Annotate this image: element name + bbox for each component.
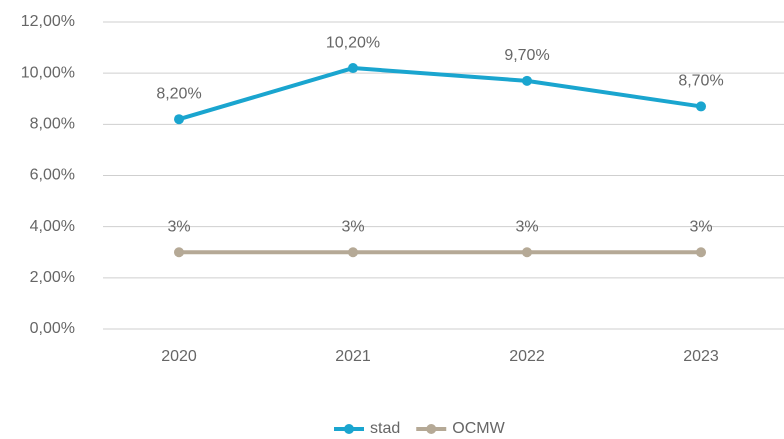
x-tick-label: 2021	[335, 348, 371, 365]
data-point	[174, 247, 184, 258]
y-tick-label: 2,00%	[30, 269, 75, 286]
data-point	[348, 63, 358, 74]
series-line	[178, 66, 702, 122]
y-tick-label: 8,00%	[30, 116, 75, 133]
data-point	[522, 75, 532, 86]
data-point	[696, 101, 706, 112]
legend-marker	[426, 424, 437, 434]
data-point	[696, 247, 706, 258]
legend-label: stad	[370, 420, 400, 437]
y-tick-label: 4,00%	[30, 218, 75, 235]
data-label: 3%	[515, 218, 538, 235]
data-label: 8,20%	[156, 85, 201, 102]
data-point	[174, 114, 184, 125]
legend-marker	[344, 424, 354, 434]
data-point	[348, 247, 358, 258]
legend-label: OCMW	[452, 420, 505, 437]
y-tick-label: 10,00%	[21, 64, 75, 81]
data-label: 9,70%	[504, 47, 549, 64]
data-point	[522, 247, 532, 258]
x-tick-label: 2020	[161, 348, 197, 365]
y-tick-label: 12,00%	[21, 13, 75, 30]
data-label: 3%	[167, 218, 190, 235]
data-label: 3%	[341, 218, 364, 235]
data-label: 10,20%	[326, 34, 380, 51]
x-tick-label: 2022	[509, 348, 545, 365]
y-tick-label: 0,00%	[30, 320, 75, 337]
data-label: 8,70%	[678, 73, 723, 90]
data-label: 3%	[689, 218, 712, 235]
x-tick-label: 2023	[683, 348, 719, 365]
y-tick-label: 6,00%	[30, 167, 75, 184]
